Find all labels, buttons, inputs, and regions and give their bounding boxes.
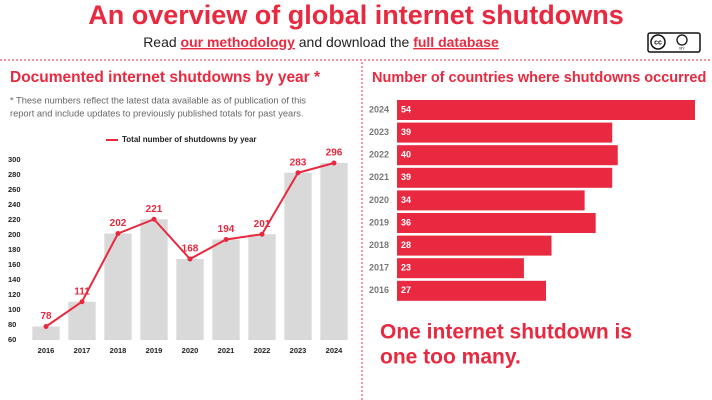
x-tick-label: 2021 [218,346,235,355]
bar [212,239,240,340]
x-tick-label: 2016 [38,346,55,355]
chart-title: Documented internet shutdowns by year * [10,69,321,86]
by-text: BY [679,46,685,51]
x-tick-label: 2024 [326,346,344,355]
slogan: one too many. [380,346,521,369]
point [151,216,157,222]
bar [104,233,132,340]
note: report and include updates to previously… [10,108,304,118]
bar [248,234,276,340]
y-tick-label: 280 [8,170,21,179]
bar [397,258,524,279]
bar [176,259,204,340]
y-tick-label: 300 [8,155,21,164]
value-label: 28 [401,240,411,250]
point [331,160,337,166]
value-label: 296 [326,148,343,159]
bar [397,167,613,188]
y-tick-label: 100 [8,305,21,314]
bar [32,326,60,340]
value-label: 168 [182,244,199,255]
value-label: 34 [401,195,411,205]
cc-circle [650,34,666,50]
y-tick-label: 2016 [369,285,389,295]
x-tick-label: 2023 [290,346,307,355]
note: * These numbers reflect the latest data … [10,95,306,105]
value-label: 201 [254,219,271,230]
x-tick-label: 2020 [182,346,199,355]
value-label: 194 [218,224,235,235]
y-tick-label: 200 [8,230,21,239]
bar [397,190,585,211]
x-tick-label: 2019 [146,346,163,355]
x-tick-label: 2018 [110,346,127,355]
x-tick-label: 2022 [254,346,271,355]
by-circle [676,34,688,46]
value-label: 54 [401,104,411,114]
y-tick-label: 2020 [369,195,389,205]
value-label: 27 [401,285,411,295]
y-tick-label: 2017 [369,263,389,273]
value-label: 40 [401,150,411,160]
point [115,231,121,236]
y-tick-label: 140 [8,275,21,284]
value-label: 221 [146,204,163,215]
bar [397,213,596,233]
value-label: 39 [401,127,411,137]
y-tick-label: 2019 [369,217,389,227]
y-tick-label: 220 [8,215,21,224]
bar [397,100,695,120]
value-label: 78 [40,311,52,322]
x-tick-label: 2017 [74,346,91,355]
point [223,237,229,242]
point [259,231,265,237]
point [187,256,193,262]
value-label: 23 [401,263,411,273]
subtitle: Read our methodology and download the fu… [143,34,499,50]
bar [397,122,613,143]
y-tick-label: 260 [8,185,21,194]
y-tick-label: 60 [8,335,16,344]
point [295,170,301,176]
point [43,324,49,329]
license-badge: cc BY [647,32,701,53]
y-tick-label: 120 [8,290,21,299]
value-label: 283 [290,157,307,168]
value-label: 39 [401,172,411,182]
value-label: 202 [110,218,127,229]
y-tick-label: 160 [8,260,21,269]
y-tick-label: 2022 [369,150,389,160]
bar [140,219,168,340]
y-tick-label: 180 [8,245,21,254]
bar [397,235,552,256]
y-tick-label: 2023 [369,127,389,137]
subtitle-text: Read [143,34,180,50]
chart-title: Number of countries where shutdowns occu… [372,70,706,86]
bar [284,172,312,340]
cc-text: cc [654,39,662,46]
value-label: 36 [401,217,411,227]
bar [320,163,348,340]
y-tick-label: 2018 [369,240,389,250]
value-label: 111 [74,286,90,297]
y-tick-label: 240 [8,200,21,209]
y-tick-label: 80 [8,320,16,329]
subtitle-text: and download the [295,34,413,50]
y-tick-label: 2021 [369,172,389,182]
bar [397,145,618,166]
y-tick-label: 2024 [369,104,389,114]
page-title: An overview of global internet shutdowns [88,0,624,30]
slogan: One internet shutdown is [380,321,632,344]
database-link[interactable]: full database [413,34,499,50]
bar [397,280,546,301]
legend-label: Total number of shutdowns by year [122,135,257,144]
methodology-link[interactable]: our methodology [181,34,296,50]
point [79,299,85,305]
